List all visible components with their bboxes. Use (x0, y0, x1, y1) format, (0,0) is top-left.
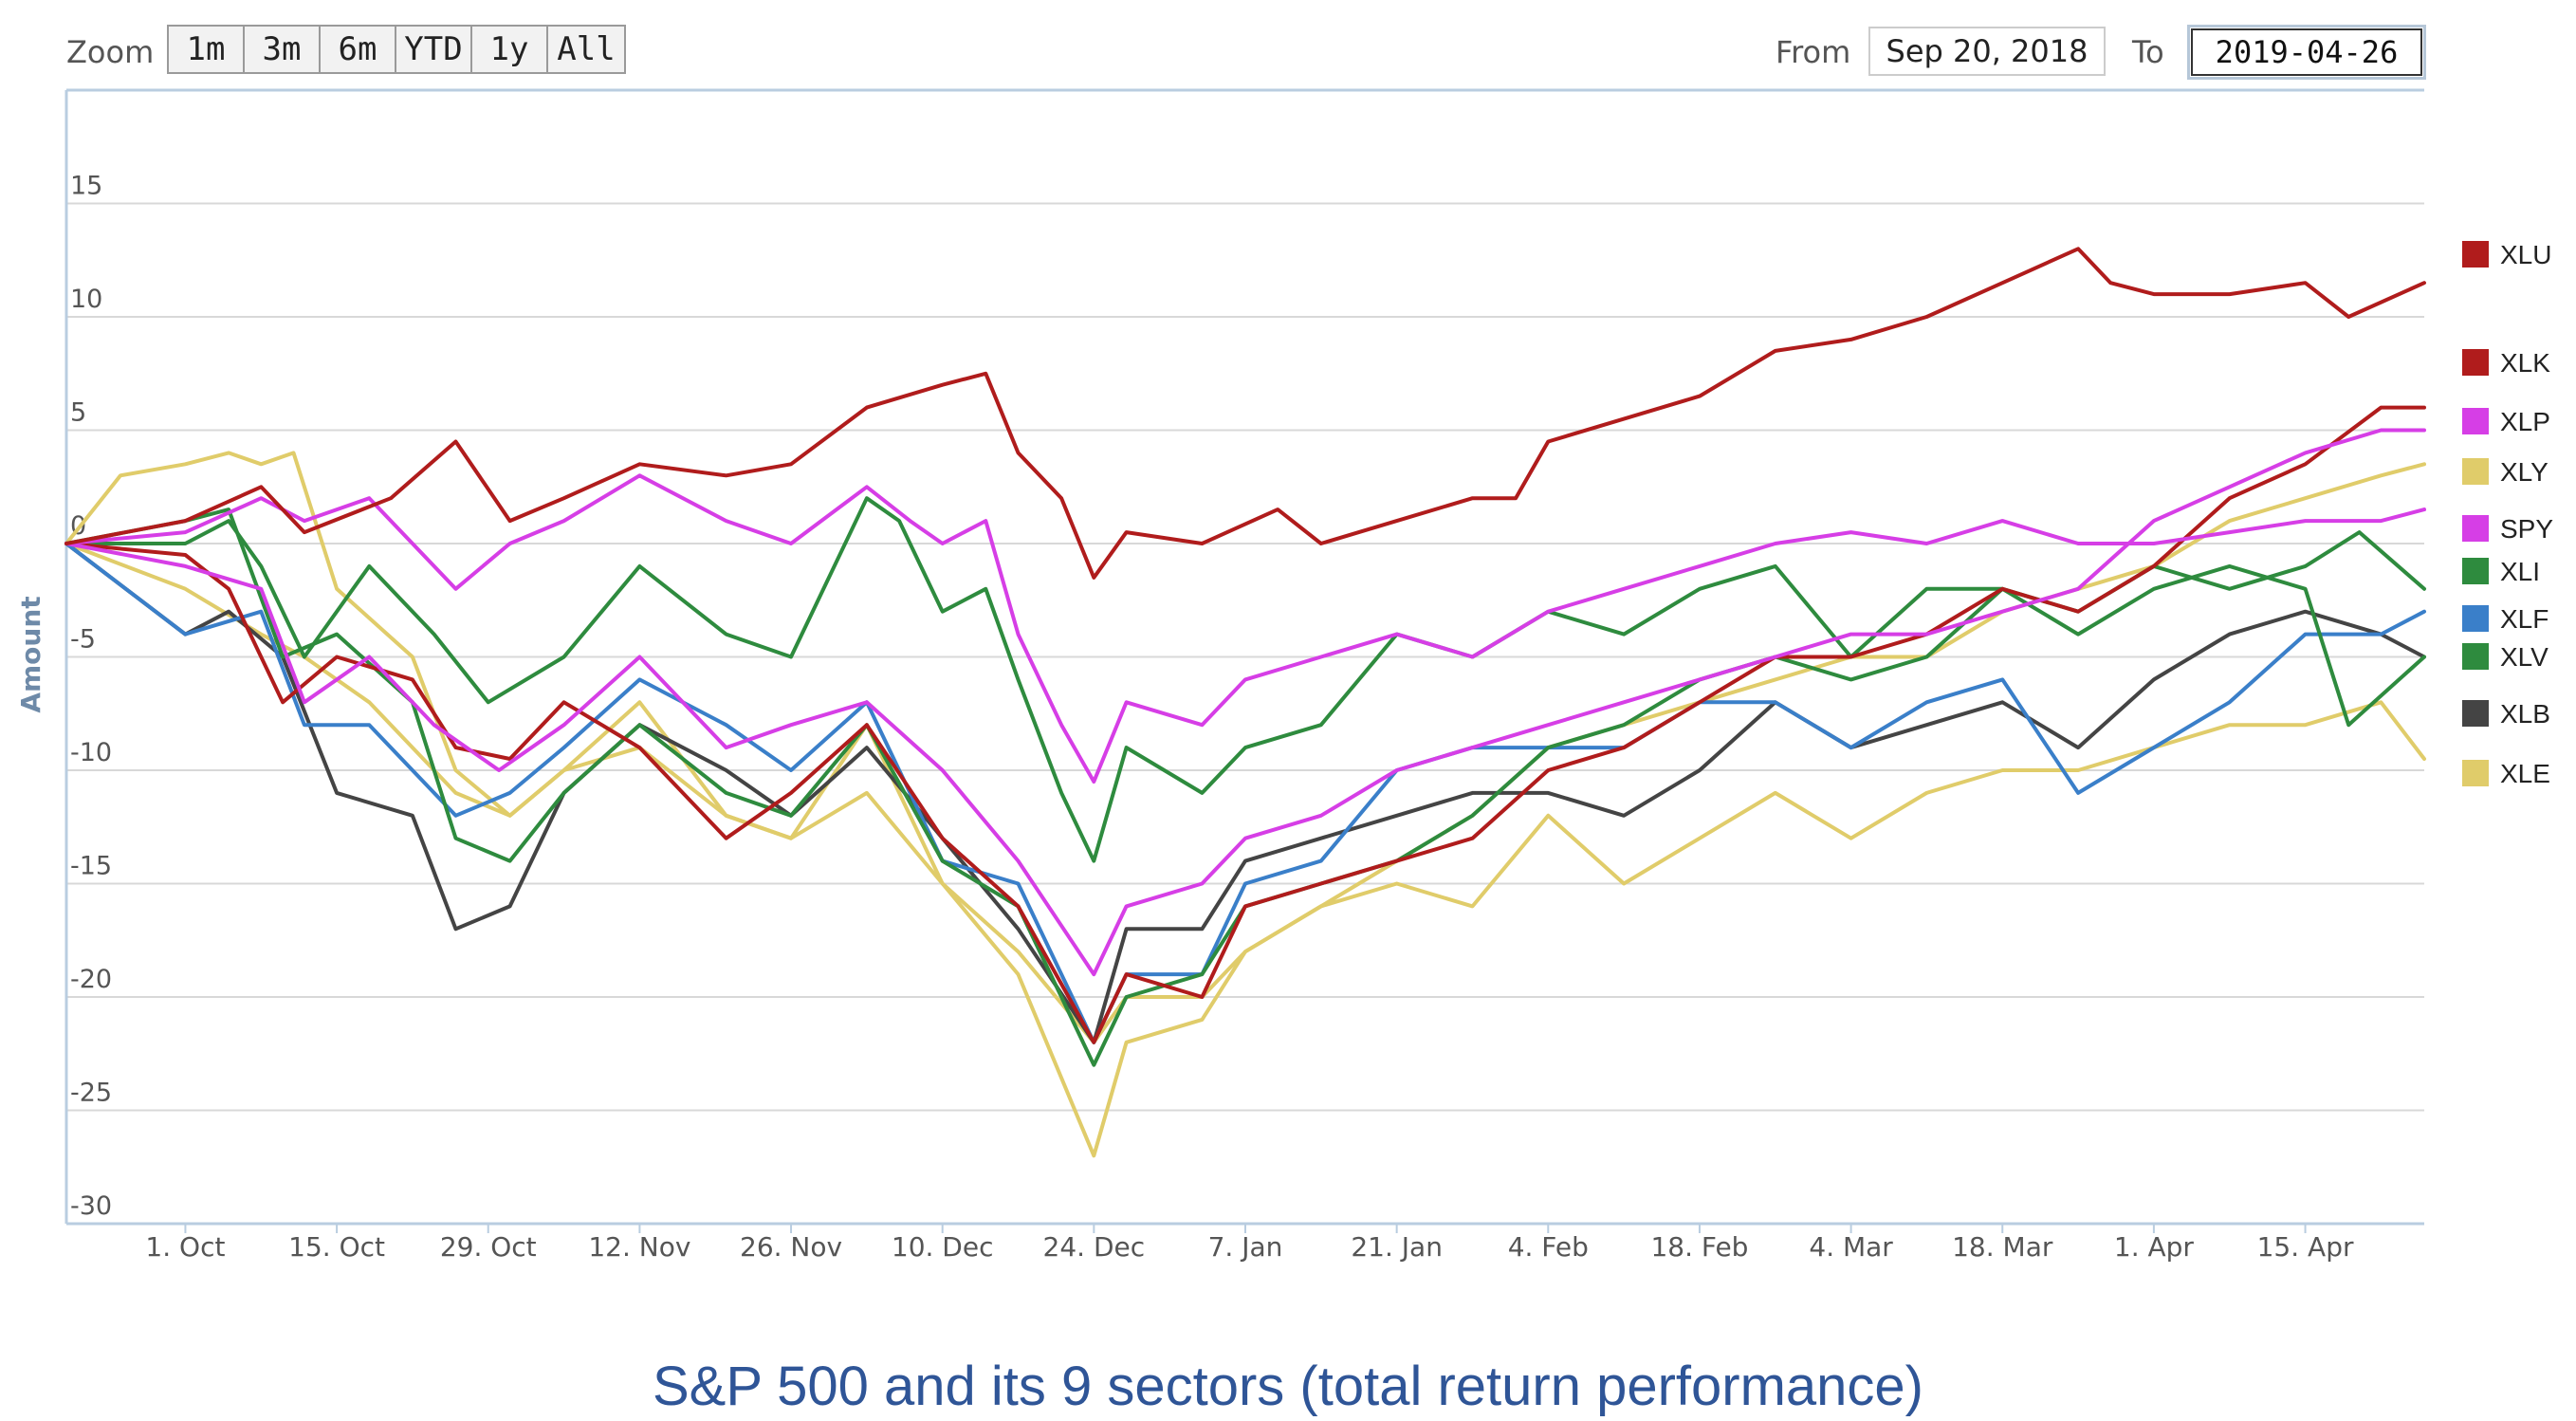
legend-swatch-xlv[interactable] (2462, 643, 2489, 670)
x-tick-label: 1. Apr (2114, 1231, 2195, 1263)
legend-label-xlv[interactable]: XLV (2500, 642, 2548, 672)
series-line-xlu (64, 247, 2426, 580)
figure-caption: S&P 500 and its 9 sectors (total return … (652, 1356, 1924, 1417)
legend-swatch-spy[interactable] (2462, 515, 2489, 542)
x-tick-label: 18. Feb (1650, 1231, 1748, 1263)
x-tick-label: 4. Mar (1809, 1231, 1893, 1263)
legend-swatch-xli[interactable] (2462, 558, 2489, 584)
legend-label-xlu[interactable]: XLU (2500, 240, 2551, 269)
legend-label-xlk[interactable]: XLK (2500, 348, 2550, 378)
x-tick-label: 4. Feb (1508, 1231, 1589, 1263)
series-line-spy (64, 473, 2426, 784)
y-tick-label: 10 (70, 285, 102, 314)
grid-layer (66, 202, 2424, 1225)
x-tick-label: 12. Nov (588, 1231, 690, 1263)
y-tick-label: -10 (70, 738, 112, 767)
series-line-xlf (64, 542, 2426, 1044)
x-tick-label: 29. Oct (440, 1231, 537, 1263)
x-tick-label: 24. Dec (1043, 1231, 1146, 1263)
legend-label-xle[interactable]: XLE (2500, 759, 2550, 788)
to-date-input[interactable]: 2019-04-26 (2187, 25, 2426, 80)
zoom-6m-button[interactable]: 6m (319, 25, 396, 74)
x-tick-label: 21. Jan (1351, 1231, 1443, 1263)
y-axis-label: Amount (15, 596, 46, 712)
legend-swatch-xlk[interactable] (2462, 349, 2489, 376)
y-tick-label: -30 (70, 1191, 112, 1221)
series-line-xle (64, 542, 2426, 1158)
legend-swatch-xlu[interactable] (2462, 241, 2489, 268)
legend-label-xlb[interactable]: XLB (2500, 699, 2550, 729)
x-tick-label: 1. Oct (145, 1231, 225, 1263)
legend-swatch-xle[interactable] (2462, 760, 2489, 786)
zoom-button-group: 1m 3m 6m YTD 1y All (167, 25, 626, 74)
y-tick-label: -15 (70, 852, 112, 881)
y-tick-label: -5 (70, 625, 96, 655)
zoom-all-button[interactable]: All (546, 25, 626, 74)
x-tick-label: 7. Jan (1208, 1231, 1283, 1263)
to-label: To (2132, 34, 2164, 70)
legend: XLU XLK XLP XLY SPY XLI XLF XLV XLB XLE (2462, 240, 2553, 788)
legend-swatch-xly[interactable] (2462, 458, 2489, 485)
legend-label-xly[interactable]: XLY (2500, 457, 2548, 487)
x-tick-label: 26. Nov (740, 1231, 842, 1263)
zoom-label: Zoom (66, 34, 155, 70)
zoom-1m-button[interactable]: 1m (167, 25, 245, 74)
y-tick-label: 15 (70, 172, 102, 201)
series-layer (64, 247, 2426, 1158)
series-line-xlp (64, 428, 2426, 977)
x-tick-label: 15. Oct (288, 1231, 385, 1263)
x-tick-label: 10. Dec (892, 1231, 994, 1263)
zoom-1y-button[interactable]: 1y (470, 25, 548, 74)
y-tick-label: -25 (70, 1079, 112, 1108)
legend-label-spy[interactable]: SPY (2500, 514, 2553, 544)
range-selector-toolbar: Zoom 1m 3m 6m YTD 1y All From Sep 20, 20… (0, 0, 2576, 95)
legend-label-xlp[interactable]: XLP (2500, 407, 2550, 436)
legend-swatch-xlp[interactable] (2462, 408, 2489, 434)
x-tick-label: 18. Mar (1952, 1231, 2053, 1263)
series-line-xlk (64, 405, 2426, 1044)
legend-swatch-xlb[interactable] (2462, 700, 2489, 727)
legend-label-xlf[interactable]: XLF (2500, 604, 2548, 634)
x-tick-label: 15. Apr (2257, 1231, 2354, 1263)
legend-label-xli[interactable]: XLI (2500, 557, 2540, 586)
legend-swatch-xlf[interactable] (2462, 605, 2489, 632)
y-tick-label: -20 (70, 965, 112, 994)
from-label: From (1776, 34, 1851, 70)
series-line-xlv (64, 496, 2426, 863)
zoom-ytd-button[interactable]: YTD (395, 25, 472, 74)
from-date-input[interactable]: Sep 20, 2018 (1868, 27, 2106, 76)
y-tick-label: 5 (70, 398, 86, 428)
